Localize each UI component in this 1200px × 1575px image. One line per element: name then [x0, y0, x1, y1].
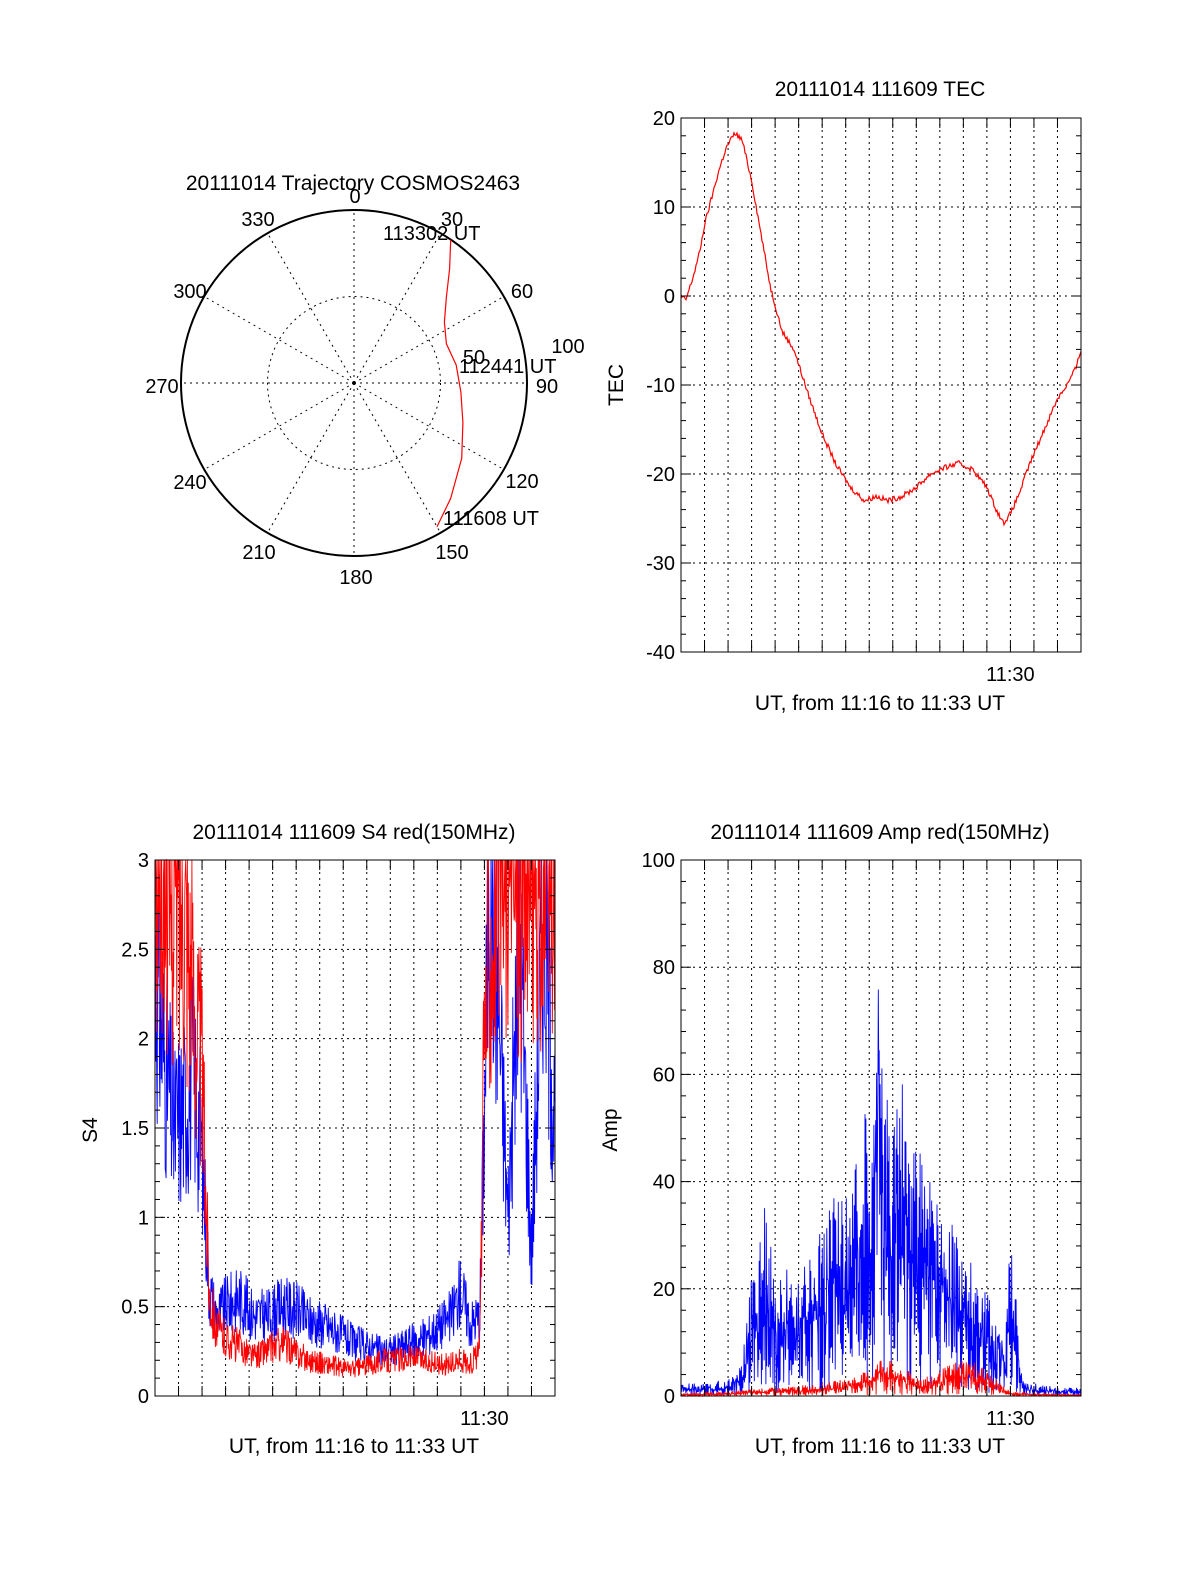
s4-title: 20111014 111609 S4 red(150MHz) — [193, 821, 516, 844]
amp-y-tick-label: 60 — [653, 1064, 675, 1086]
amp-series-0 — [680, 989, 1082, 1396]
track-mid-label: 112441 UT — [459, 356, 556, 378]
amp-y-tick-label: 100 — [642, 850, 675, 872]
s4-y-tick-label: 1.5 — [121, 1118, 149, 1140]
s4-y-tick-label: 0.5 — [121, 1297, 149, 1319]
s4-y-tick-label: 1 — [138, 1207, 149, 1229]
polar-azimuth-label: 0 — [349, 186, 360, 208]
s4-x-axis-label: UT, from 11:16 to 11:33 UT — [229, 1435, 479, 1458]
s4-y-tick-label: 2 — [138, 1029, 149, 1051]
polar-spoke-2 — [353, 296, 505, 384]
tec-y-tick-label: -20 — [646, 464, 675, 486]
polar-spoke-1 — [353, 232, 441, 384]
tec-y-tick-label: -30 — [646, 553, 675, 575]
polar-spoke-5 — [353, 382, 441, 534]
polar-azimuth-label: 210 — [242, 542, 275, 564]
polar-spoke-11 — [267, 232, 355, 384]
track-start-label: 111608 UT — [443, 508, 539, 530]
amp-plot-frame — [680, 859, 1082, 1397]
amp-y-tick-label: 0 — [664, 1386, 675, 1408]
trajectory-track — [436, 239, 464, 528]
polar-radial-label: 50 — [463, 347, 485, 369]
amp-y-tick-label: 20 — [653, 1279, 675, 1301]
polar-azimuth-label: 60 — [511, 281, 533, 303]
amp-x-axis-label: UT, from 11:16 to 11:33 UT — [755, 1435, 1005, 1458]
amp-y-axis-label: Amp — [599, 1108, 622, 1151]
polar-azimuth-label: 330 — [241, 209, 274, 231]
polar-spoke-8 — [203, 382, 355, 470]
polar-azimuth-label: 270 — [145, 376, 178, 398]
amp-x-tick-label: 11:30 — [986, 1408, 1035, 1430]
track-end-label: 113302 UT — [383, 223, 480, 245]
polar-azimuth-label: 120 — [505, 471, 538, 493]
s4-series-1 — [154, 858, 556, 1378]
s4-chart: 20111014 111609 S4 red(150MHz) 3 2.5 2 1.5 1… — [79, 821, 556, 1458]
amp-y-tick-label: 40 — [653, 1172, 675, 1194]
amp-title: 20111014 111609 Amp red(150MHz) — [710, 821, 1049, 844]
polar-spoke-7 — [267, 382, 355, 534]
polar-ring-0 — [267, 296, 441, 470]
amp-y-tick-label: 80 — [653, 957, 675, 979]
tec-y-tick-label: 0 — [664, 286, 675, 308]
tec-y-axis-label: TEC — [605, 364, 628, 406]
s4-y-tick-label: 3 — [138, 850, 149, 872]
tec-x-axis-label: UT, from 11:16 to 11:33 UT — [755, 692, 1005, 715]
trajectory-title: 20111014 Trajectory COSMOS2463 — [186, 172, 520, 195]
tec-chart: 20111014 111609 TEC 20 10 0 -10 -20 -30 -40 11:… — [605, 78, 1082, 715]
tec-x-tick-label: 11:30 — [986, 664, 1035, 686]
tec-y-tick-label: 10 — [653, 197, 675, 219]
s4-y-axis-label: S4 — [79, 1117, 102, 1143]
tec-title: 20111014 111609 TEC — [775, 78, 986, 101]
polar-radial-label: 100 — [551, 336, 584, 358]
tec-y-tick-label: 20 — [653, 108, 675, 130]
polar-azimuth-label: 90 — [536, 376, 558, 398]
polar-outer-ring — [180, 209, 528, 557]
tec-y-tick-label: -10 — [646, 375, 675, 397]
polar-azimuth-label: 180 — [339, 567, 372, 589]
amp-series-1 — [680, 1360, 1082, 1398]
polar-spoke-4 — [353, 382, 505, 470]
s4-y-tick-label: 0 — [138, 1386, 149, 1408]
polar-azimuth-label: 300 — [173, 281, 206, 303]
tec-series-0 — [680, 130, 1082, 527]
s4-x-tick-label: 11:30 — [460, 1408, 509, 1430]
polar-azimuth-label: 240 — [173, 472, 206, 494]
tec-y-tick-label: -40 — [646, 642, 675, 664]
s4-y-tick-label: 2.5 — [121, 939, 149, 961]
polar-azimuth-label: 30 — [441, 209, 463, 231]
polar-azimuth-label: 150 — [435, 542, 468, 564]
amp-chart: 20111014 111609 Amp red(150MHz) 100 80 60 4… — [599, 821, 1082, 1458]
polar-spoke-10 — [203, 296, 355, 384]
trajectory-polar-chart: 20111014 Trajectory COSMOS2463 0 30 60 90 12… — [145, 172, 584, 589]
